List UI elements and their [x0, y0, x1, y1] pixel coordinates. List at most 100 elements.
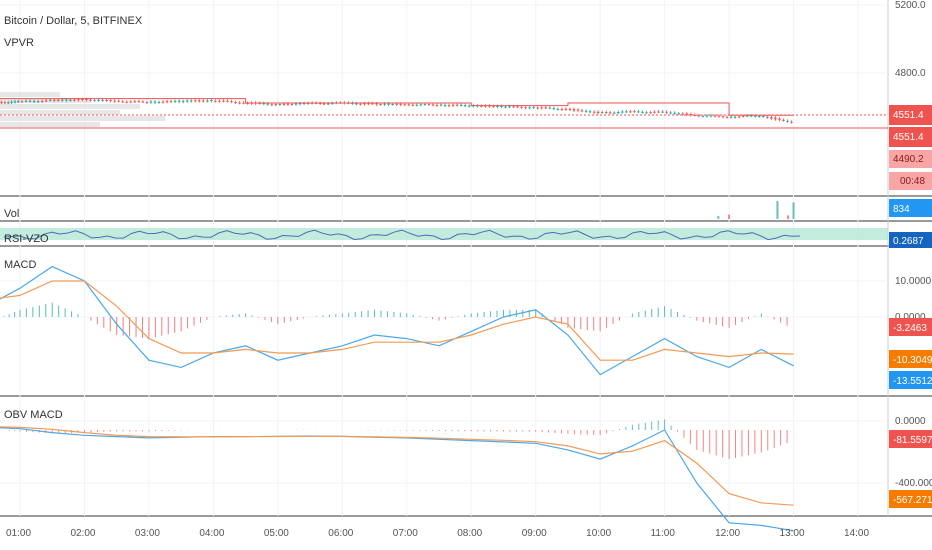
candle-body — [290, 104, 294, 106]
obv-macd-histogram — [3, 419, 788, 460]
macd-line-badge — [889, 371, 932, 389]
candle-body — [61, 99, 64, 101]
candle-body — [443, 105, 447, 107]
macd-line-badge-text: -13.5512 — [893, 376, 932, 387]
candle-body — [560, 109, 564, 111]
volume-pane[interactable]: Vol — [4, 201, 795, 220]
candle-body — [367, 103, 370, 105]
candle-body — [274, 104, 278, 106]
candle-body — [645, 112, 648, 114]
candle-body — [133, 101, 137, 103]
candle-body — [488, 105, 491, 107]
candle-body — [294, 103, 298, 105]
candle-body — [536, 107, 539, 109]
obv-signal-badge-text: -567.2718 — [893, 495, 932, 506]
candle-body — [419, 104, 423, 106]
volume-bar — [792, 202, 795, 219]
candle-body — [649, 112, 652, 114]
candle-body — [105, 99, 108, 101]
vpvr-bar — [0, 122, 100, 127]
candle-body — [741, 115, 745, 117]
candle-body — [3, 102, 7, 104]
macd-tick: 0.0000 — [895, 312, 926, 323]
candle-body — [766, 116, 769, 118]
candle-body — [234, 102, 237, 104]
candle-body — [548, 107, 551, 109]
time-tick: 07:00 — [393, 528, 418, 539]
candle-body — [447, 105, 451, 107]
candle-body — [169, 101, 173, 103]
candle-body — [198, 100, 201, 102]
candle-body — [588, 111, 592, 113]
candle-body — [77, 99, 80, 101]
candle-body — [737, 116, 741, 118]
macd-pane[interactable]: MACD — [0, 259, 794, 376]
candle-body — [677, 113, 680, 115]
last-price-badge-text-2: 4551.4 — [893, 132, 924, 143]
candle-body — [145, 102, 149, 104]
candle-body — [673, 112, 676, 114]
candle-body — [306, 103, 310, 105]
candle-body — [57, 99, 60, 101]
candle-body — [242, 102, 245, 104]
candle-body — [633, 111, 636, 113]
candle-body — [403, 104, 406, 106]
last-price-badge-2 — [889, 127, 932, 147]
candle-body — [754, 115, 757, 117]
candle-body — [230, 101, 233, 103]
candle-body — [621, 111, 624, 113]
volume-bars — [717, 201, 795, 219]
rsi-label: RSI-VZO — [4, 233, 49, 245]
obv-macd-signal-line — [0, 426, 794, 506]
time-tick: 09:00 — [522, 528, 547, 539]
candle-body — [600, 112, 604, 114]
candle-body — [89, 99, 92, 101]
candle-body — [355, 103, 358, 105]
price-pane[interactable]: Bitcoin / Dollar, 5, BITFINEX VPVR — [0, 15, 888, 129]
candle-body — [746, 115, 749, 117]
candle-body — [665, 111, 668, 113]
candle-body — [375, 103, 378, 105]
candle-body — [28, 100, 32, 102]
candle-body — [685, 113, 688, 115]
candle-body — [286, 103, 290, 105]
candle-body — [266, 103, 269, 105]
candle-body — [0, 102, 3, 104]
candle-body — [32, 101, 36, 103]
price-tick: 5200.0 — [895, 0, 926, 11]
candle-body — [36, 101, 40, 103]
candle-body — [697, 115, 701, 117]
candle-body — [117, 100, 120, 102]
candle-body — [758, 116, 761, 118]
candle-body — [512, 106, 515, 108]
volume-bar — [787, 215, 790, 219]
price-axis[interactable]: 5200.0 4800.0 10.0000 0.0000 0.0000 -400… — [895, 0, 932, 489]
vpvr-label[interactable]: VPVR — [4, 37, 34, 49]
obv-macd-line — [0, 427, 794, 532]
rsi-vzo-pane[interactable]: RSI-VZO — [0, 228, 888, 245]
candle-body — [202, 100, 205, 102]
candle-body — [121, 101, 124, 103]
time-axis[interactable]: 01:00 02:00 03:00 04:00 05:00 06:00 07:00 08:00… — [6, 528, 869, 539]
candle-body — [637, 111, 640, 113]
obv-hist-badge — [889, 430, 932, 448]
time-tick: 10:00 — [586, 528, 611, 539]
vpvr-bar — [0, 104, 140, 109]
candle-body — [17, 101, 20, 103]
candle-body — [81, 99, 84, 101]
symbol-title[interactable]: Bitcoin / Dollar, 5, BITFINEX — [4, 15, 143, 27]
candle-body — [778, 118, 781, 120]
vpvr-bar — [0, 110, 120, 115]
obv-macd-pane[interactable]: OBV MACD — [0, 409, 794, 532]
time-tick: 06:00 — [328, 528, 353, 539]
candle-body — [463, 105, 467, 107]
rsi-badge — [889, 232, 932, 248]
candle-body — [210, 99, 213, 101]
last-price-badge-text: 4551.4 — [893, 110, 924, 121]
candle-body — [504, 106, 507, 108]
candle-body — [181, 101, 185, 103]
candle-body — [327, 103, 330, 105]
vpvr-bar — [0, 116, 165, 121]
candle-body — [617, 112, 620, 114]
